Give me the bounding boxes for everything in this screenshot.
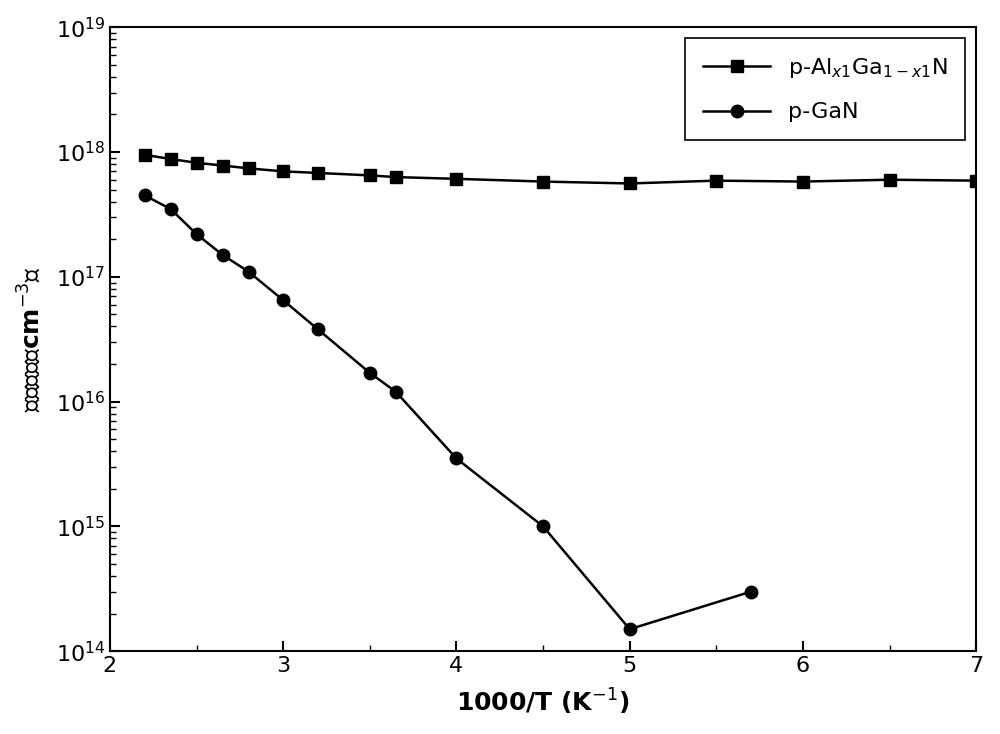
p-Al$_{x1}$Ga$_{1-x1}$N xyxy=(165,155,177,164)
p-Al$_{x1}$Ga$_{1-x1}$N xyxy=(450,175,462,184)
p-Al$_{x1}$Ga$_{1-x1}$N xyxy=(624,179,636,188)
p-Al$_{x1}$Ga$_{1-x1}$N xyxy=(970,176,982,185)
p-GaN xyxy=(364,368,376,377)
p-GaN xyxy=(390,388,402,396)
p-GaN xyxy=(165,205,177,214)
p-Al$_{x1}$Ga$_{1-x1}$N xyxy=(710,176,722,185)
Y-axis label: 空穴浓度（cm$^{-3}$）: 空穴浓度（cm$^{-3}$） xyxy=(17,266,45,412)
p-GaN xyxy=(191,230,203,239)
p-Al$_{x1}$Ga$_{1-x1}$N xyxy=(277,167,289,175)
p-Al$_{x1}$Ga$_{1-x1}$N xyxy=(217,161,229,170)
p-Al$_{x1}$Ga$_{1-x1}$N xyxy=(139,150,151,159)
p-Al$_{x1}$Ga$_{1-x1}$N xyxy=(390,172,402,181)
p-GaN xyxy=(537,522,549,531)
p-GaN xyxy=(312,325,324,334)
Line: p-GaN: p-GaN xyxy=(138,189,757,636)
p-GaN xyxy=(139,191,151,200)
p-Al$_{x1}$Ga$_{1-x1}$N xyxy=(797,177,809,186)
p-Al$_{x1}$Ga$_{1-x1}$N xyxy=(191,159,203,167)
p-GaN xyxy=(243,267,255,276)
Legend: p-Al$_{x1}$Ga$_{1-x1}$N, p-GaN: p-Al$_{x1}$Ga$_{1-x1}$N, p-GaN xyxy=(685,38,965,140)
p-Al$_{x1}$Ga$_{1-x1}$N xyxy=(243,164,255,172)
p-GaN xyxy=(624,625,636,633)
p-GaN xyxy=(450,454,462,463)
X-axis label: 1000/T (K$^{-1}$): 1000/T (K$^{-1}$) xyxy=(456,687,630,717)
p-GaN xyxy=(277,296,289,305)
Line: p-Al$_{x1}$Ga$_{1-x1}$N: p-Al$_{x1}$Ga$_{1-x1}$N xyxy=(138,148,983,189)
p-GaN xyxy=(217,250,229,259)
p-Al$_{x1}$Ga$_{1-x1}$N xyxy=(364,171,376,180)
p-Al$_{x1}$Ga$_{1-x1}$N xyxy=(312,169,324,178)
p-Al$_{x1}$Ga$_{1-x1}$N xyxy=(537,177,549,186)
p-Al$_{x1}$Ga$_{1-x1}$N xyxy=(884,175,896,184)
p-GaN xyxy=(745,587,757,596)
